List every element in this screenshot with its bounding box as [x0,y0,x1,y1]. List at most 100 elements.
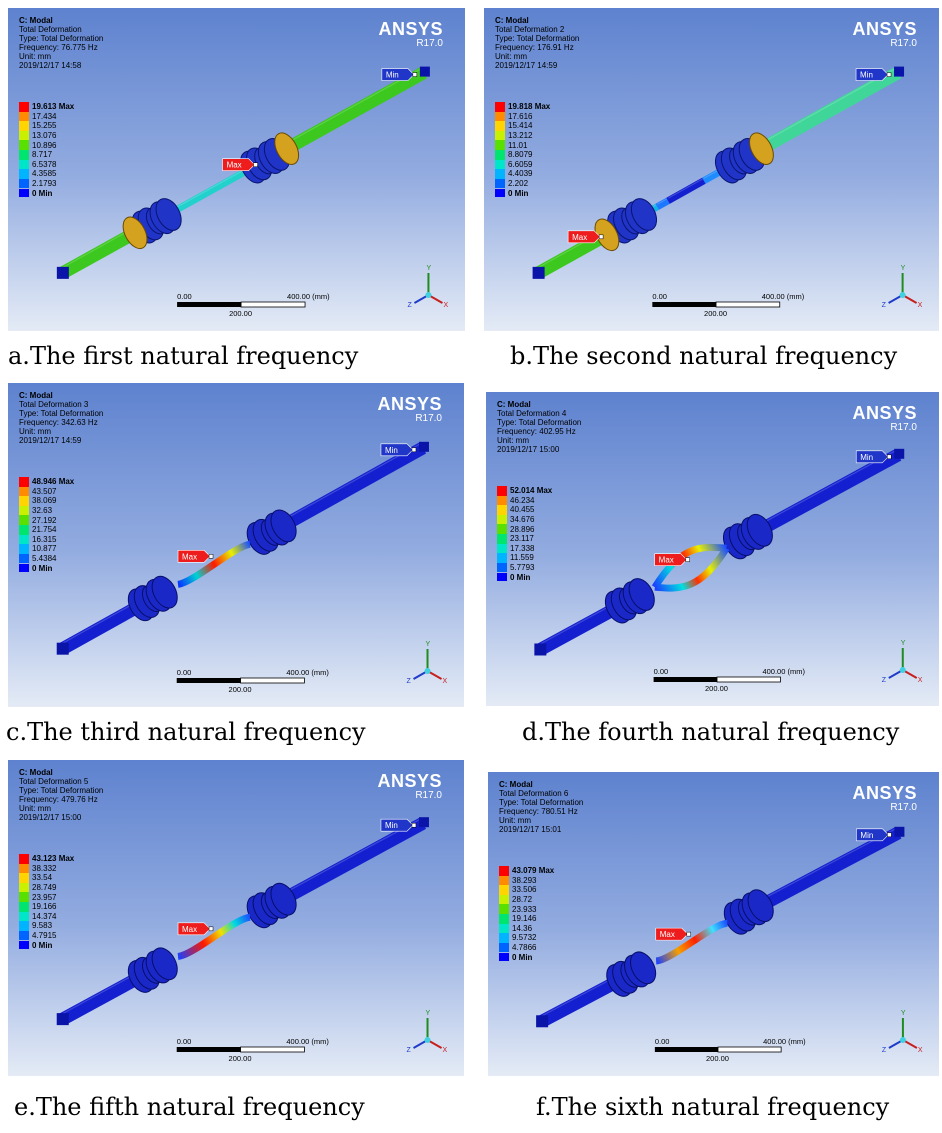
min-marker-label: Min [860,831,873,840]
legend-value: 17.338 [510,543,535,553]
header-line: Total Deformation 6 [499,789,569,798]
legend-value: 23.117 [510,534,534,544]
scale-start-label: 0.00 [654,667,669,676]
scale-bar: 0.00 400.00 (mm) 200.00 [652,292,805,318]
contour-legend: 43.079 Max 38.293 33.506 28.72 23.933 19.146 1… [499,866,554,962]
legend-row: 0 Min [19,940,74,950]
legend-value: 27.192 [32,515,57,525]
legend-swatch [19,496,29,506]
header-line: 2019/12/17 15:00 [19,813,82,822]
legend-row: 5.7793 [497,562,552,573]
legend-row: 0 Min [495,188,550,198]
legend-row: 21.754 [19,524,74,535]
model-viewport: Max Min 0.00 400.00 (mm) 200.00 Y X Z [56,66,448,318]
brand-version: R17.0 [890,422,917,433]
legend-value: 15.414 [508,121,533,131]
legend-swatch [19,149,29,160]
header-line: C: Modal [499,780,533,789]
result-header: C: Modal Total Deformation Type: Total Def… [19,16,103,70]
legend-row: 10.896 [19,140,74,150]
legend-row: 14.36 [499,923,554,934]
legend-value: 33.506 [512,885,537,895]
header-line: Type: Total Deformation [19,34,104,43]
legend-swatch [19,863,29,874]
legend-swatch [19,505,29,516]
shaft-model: Max Min [56,441,429,655]
brand-name: ANSYS [852,19,917,39]
brand-version: R17.0 [890,802,917,813]
legend-row: 13.076 [19,130,74,141]
legend-swatch [499,904,509,914]
legend-row: 6.5378 [19,159,74,170]
legend-swatch [19,524,29,535]
legend-row: 43.507 [19,486,74,497]
legend-swatch [499,942,509,953]
scale-bar: 0.00 400.00 (mm) 200.00 [176,668,329,694]
legend-value: 17.434 [32,111,57,121]
ansys-logo: ANSYS R17.0 [378,20,443,49]
legend-swatch [19,930,29,941]
ansys-logo: ANSYS R17.0 [852,404,917,433]
scale-start-label: 0.00 [177,1037,192,1046]
model-viewport: Max Min 0.00 400.00 (mm) 200.00 Y X Z [536,826,923,1063]
legend-swatch [19,486,29,497]
axis-x-label: X [443,1047,448,1054]
legend-row: 11.01 [495,140,550,150]
shaft-model: Max Min [536,826,905,1028]
legend-swatch [497,573,507,582]
legend-value: 40.455 [510,505,535,515]
header-line: 2019/12/17 14:59 [19,436,82,445]
min-marker-label: Min [860,71,873,80]
legend-row: 19.818 Max [495,102,550,112]
legend-swatch [19,941,29,950]
header-line: Unit: mm [19,427,51,436]
scale-start-label: 0.00 [177,668,192,677]
header-line: 2019/12/17 15:00 [497,445,560,454]
legend-row: 0 Min [497,572,552,582]
model-viewport: Max Min 0.00 400.00 (mm) 200.00 Y X Z [532,66,923,318]
header-line: C: Modal [19,391,53,400]
legend-row: 46.234 [497,495,552,506]
legend-value: 0 Min [512,952,533,962]
axis-y-label: Y [901,265,906,272]
legend-value: 2.1793 [32,179,57,189]
legend-value: 4.7915 [32,931,57,941]
axis-y-label: Y [426,641,431,648]
legend-swatch [497,524,507,534]
legend-value: 5.7793 [510,563,535,573]
legend-row: 48.946 Max [19,477,74,487]
legend-row: 13.212 [495,130,550,141]
legend-row: 17.434 [19,111,74,122]
scale-mid-label: 200.00 [704,309,727,318]
legend-row: 32.63 [19,505,74,516]
axis-z-label: Z [407,678,412,685]
header-line: Total Deformation 3 [19,400,89,409]
legend-row: 11.559 [497,553,552,563]
axis-z-label: Z [407,1047,412,1054]
contour-legend: 19.613 Max 17.434 15.255 13.076 10.896 8.717 6… [19,102,74,198]
legend-row: 9.583 [19,921,74,931]
legend-swatch [19,515,29,525]
legend-swatch [499,885,509,895]
result-header: C: Modal Total Deformation 4 Type: Total D… [497,400,581,454]
legend-row: 33.54 [19,873,74,883]
legend-swatch [499,894,509,905]
legend-swatch [19,140,29,150]
legend-value: 9.5732 [512,933,537,943]
legend-swatch [19,477,29,487]
legend-swatch [19,901,29,912]
legend-swatch [495,169,505,179]
legend-value: 0 Min [508,188,529,198]
max-marker: Max [177,922,214,936]
min-marker-label: Min [385,821,398,830]
scale-bar: 0.00 400.00 (mm) 200.00 [654,1037,806,1063]
min-marker: Min [380,443,417,457]
legend-swatch [495,130,505,141]
axis-triad-icon: Y X Z [882,1010,923,1054]
legend-row: 40.455 [497,505,552,515]
legend-value: 0 Min [32,940,53,950]
fea-result-panel: C: Modal Total Deformation 2 Type: Total D… [484,8,939,331]
brand-name: ANSYS [852,403,917,423]
scale-end-label: 400.00 (mm) [762,292,805,301]
header-line: Type: Total Deformation [19,409,104,418]
